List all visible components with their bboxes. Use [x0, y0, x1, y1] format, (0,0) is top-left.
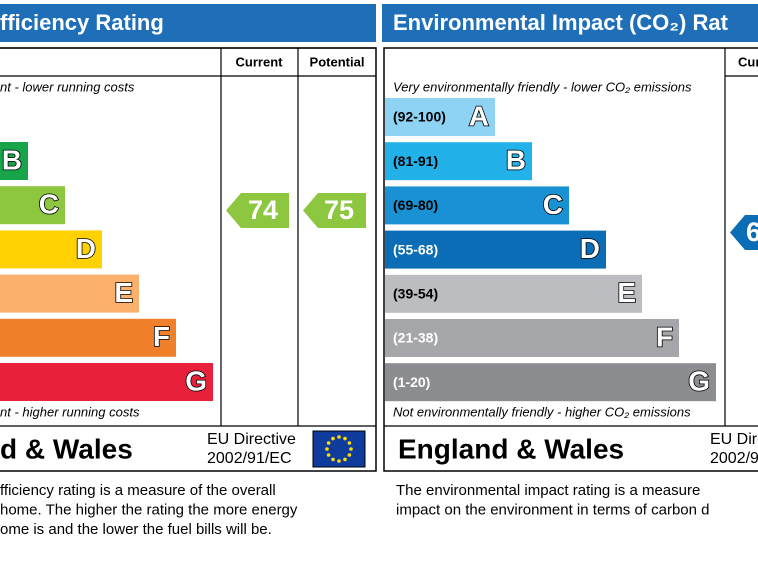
- eu-star: [347, 453, 352, 457]
- current-rating: 74: [248, 195, 278, 225]
- band-letter: F: [656, 321, 673, 352]
- band-range: (1-20): [393, 374, 430, 390]
- header-bar: [0, 4, 376, 42]
- rating-arrow: [730, 215, 758, 250]
- eu-star: [343, 436, 347, 441]
- header-bar: [382, 4, 758, 42]
- band: [0, 318, 176, 357]
- eu-star: [326, 453, 331, 457]
- band: [385, 186, 569, 225]
- eu-star: [337, 459, 341, 463]
- description: ome is and the lower the fuel bills will…: [0, 521, 272, 538]
- band: [0, 186, 65, 225]
- rating-arrow: [226, 193, 289, 228]
- current-rating: 6: [746, 217, 758, 247]
- band-letter: E: [617, 277, 636, 308]
- panel-title: Environmental Impact (CO₂) Rat: [393, 10, 729, 35]
- panel-title: fficiency Rating: [0, 10, 164, 35]
- directive: 2002/91/EC: [207, 450, 292, 467]
- eu-star: [349, 447, 353, 451]
- band: [385, 319, 679, 357]
- band-range: (21-38): [393, 330, 438, 346]
- band: [0, 142, 28, 180]
- band-range: (55-68): [393, 241, 438, 257]
- band-letter: D: [580, 233, 600, 264]
- region: England & Wales: [398, 433, 624, 464]
- description: impact on the environment in terms of ca…: [396, 501, 710, 518]
- band-letter: F: [153, 321, 170, 352]
- rating-arrow: [303, 193, 366, 228]
- eu-star: [326, 441, 331, 445]
- directive: EU Directive: [207, 431, 296, 448]
- bottom-note: Not environmentally friendly - higher CO…: [393, 404, 691, 419]
- band-letter: B: [506, 145, 526, 176]
- top-note: nt - lower running costs: [0, 79, 135, 94]
- eu-star: [331, 436, 335, 441]
- band: [0, 230, 102, 269]
- band: [385, 230, 606, 269]
- band: [385, 363, 716, 402]
- band: [385, 98, 495, 136]
- bottom-note: nt - higher running costs: [0, 404, 140, 419]
- band-letter: C: [39, 189, 59, 220]
- col-current: Cur: [738, 54, 758, 69]
- band-letter: G: [688, 366, 710, 397]
- directive: 2002/9: [710, 450, 758, 467]
- band: [0, 274, 139, 313]
- band-range: (92-100): [393, 109, 446, 125]
- directive: EU Dire: [710, 431, 758, 448]
- eu-star: [337, 435, 341, 439]
- band-letter: C: [543, 189, 563, 220]
- description: home. The higher the rating the more ene…: [0, 501, 298, 518]
- band: [385, 142, 532, 181]
- description: The environmental impact rating is a mea…: [396, 482, 700, 499]
- band-range: (69-80): [393, 197, 438, 213]
- band-range: (39-54): [393, 286, 438, 302]
- band-letter: A: [469, 100, 489, 131]
- region: d & Wales: [0, 433, 133, 464]
- band-letter: D: [76, 233, 96, 264]
- eu-star: [343, 457, 347, 462]
- band-letter: B: [2, 144, 22, 175]
- eu-star: [325, 447, 329, 451]
- col-current: Current: [236, 54, 284, 69]
- description: fficiency rating is a measure of the ove…: [0, 482, 276, 499]
- eu-star: [331, 457, 335, 462]
- eu-star: [347, 441, 352, 445]
- band-letter: E: [114, 277, 133, 308]
- top-note: Very environmentally friendly - lower CO…: [393, 79, 692, 94]
- frame: [383, 47, 758, 472]
- band: [385, 274, 642, 313]
- band: [0, 363, 213, 401]
- band-range: (81-91): [393, 153, 438, 169]
- col-potential: Potential: [310, 54, 365, 69]
- potential-rating: 75: [324, 195, 354, 225]
- band-letter: G: [185, 365, 207, 396]
